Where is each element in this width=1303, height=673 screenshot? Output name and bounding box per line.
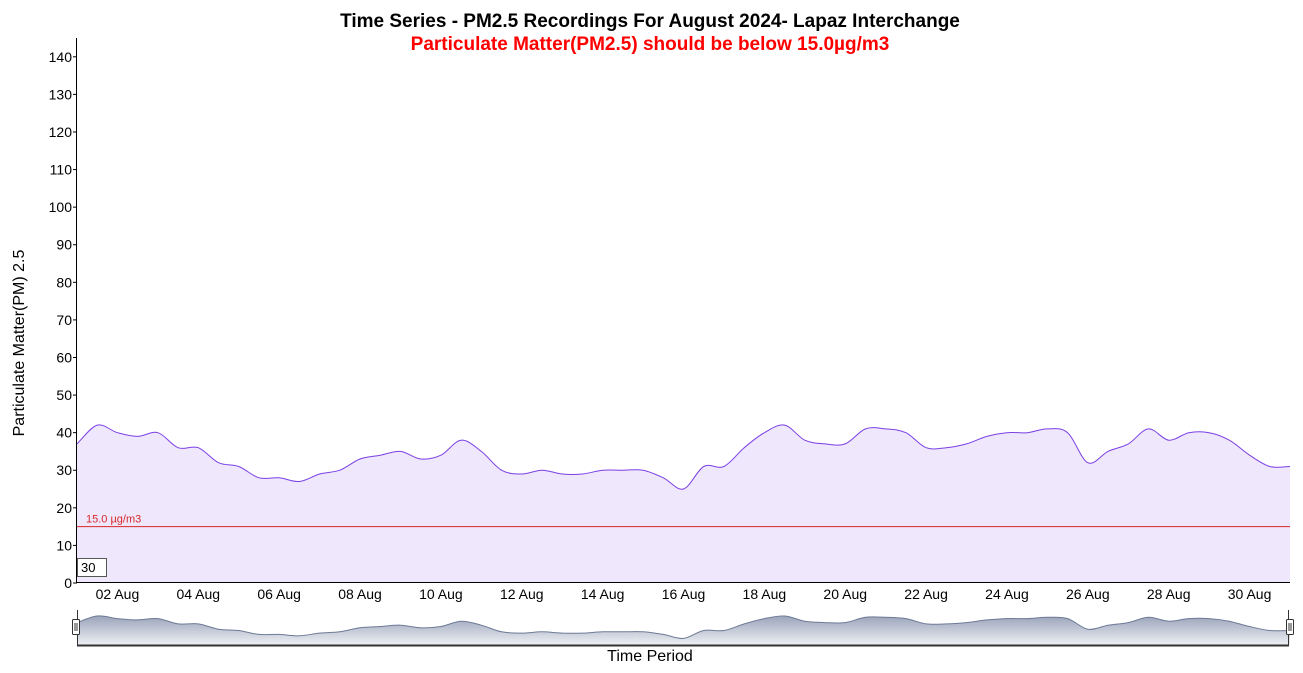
y-tick-label: 30 <box>56 462 72 478</box>
y-tick-label: 120 <box>49 124 73 140</box>
range-selector-area <box>77 615 1290 645</box>
y-tick-label: 110 <box>50 162 73 178</box>
range-handle-right[interactable] <box>1286 619 1294 635</box>
x-axis-title: Time Period <box>607 648 693 665</box>
range-handle-left[interactable] <box>72 619 80 635</box>
series-line <box>76 424 1291 490</box>
y-axis-ticks: 0 10 20 30 40 50 60 70 80 90 100 110 120 130 140 <box>49 49 77 591</box>
y-tick-label: 90 <box>56 237 72 253</box>
series-area-fill <box>77 424 1290 583</box>
x-axis-ticks: 02 Aug 04 Aug 06 Aug 08 Aug 10 Aug 12 Aug 14 A… <box>96 586 1272 602</box>
plot-area: 15.0 µg/m3 <box>76 38 1291 583</box>
range-selector[interactable] <box>72 610 1294 647</box>
y-tick-label: 140 <box>49 49 73 65</box>
threshold-label: 15.0 µg/m3 <box>86 514 141 526</box>
x-tick-label: 10 Aug <box>419 586 463 602</box>
x-tick-label: 06 Aug <box>257 586 301 602</box>
x-tick-label: 02 Aug <box>96 586 140 602</box>
range-selector-line <box>76 615 1291 639</box>
x-tick-label: 14 Aug <box>581 586 625 602</box>
x-tick-label: 04 Aug <box>176 586 220 602</box>
y-tick-label: 70 <box>56 312 72 328</box>
x-tick-label: 12 Aug <box>500 586 544 602</box>
chart-subtitle: Particulate Matter(PM2.5) should be belo… <box>411 34 890 55</box>
y-axis-title: Particulate Matter(PM) 2.5 <box>11 250 28 437</box>
x-tick-label: 22 Aug <box>904 586 948 602</box>
x-tick-label: 28 Aug <box>1147 586 1191 602</box>
y-tick-label: 80 <box>56 274 72 290</box>
rolling-period-input[interactable]: 30 <box>77 558 107 577</box>
y-tick-label: 50 <box>56 387 72 403</box>
x-tick-label: 24 Aug <box>985 586 1029 602</box>
y-tick-label: 0 <box>64 575 72 591</box>
y-tick-label: 130 <box>49 86 73 102</box>
y-tick-label: 10 <box>56 537 72 553</box>
y-tick-label: 20 <box>56 500 72 516</box>
x-tick-label: 18 Aug <box>743 586 787 602</box>
x-tick-label: 26 Aug <box>1066 586 1110 602</box>
x-tick-label: 08 Aug <box>338 586 382 602</box>
y-tick-label: 100 <box>49 199 73 215</box>
x-tick-label: 20 Aug <box>823 586 867 602</box>
y-tick-label: 60 <box>56 349 72 365</box>
x-tick-label: 16 Aug <box>662 586 706 602</box>
chart-title: Time Series - PM2.5 Recordings For Augus… <box>340 11 960 32</box>
y-tick-label: 40 <box>56 425 72 441</box>
x-tick-label: 30 Aug <box>1228 586 1272 602</box>
